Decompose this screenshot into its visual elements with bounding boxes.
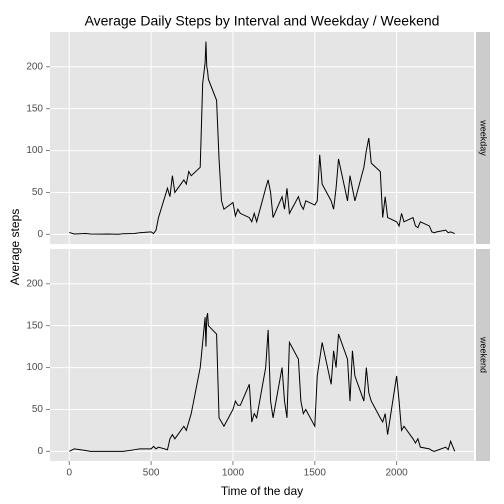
- y-axis-label: Average steps: [8, 209, 22, 286]
- x-tick-label: 500: [143, 468, 160, 479]
- x-tick-label: 2000: [385, 468, 408, 479]
- y-tick-label: 50: [32, 404, 44, 415]
- y-tick-label: 0: [37, 446, 43, 457]
- data-line: [69, 41, 455, 235]
- y-tick-label: 200: [26, 61, 43, 72]
- y-tick-label: 100: [26, 145, 43, 156]
- x-tick-label: 0: [66, 468, 72, 479]
- x-tick-label: 1500: [304, 468, 327, 479]
- facet-strip: [476, 32, 490, 244]
- chart-title: Average Daily Steps by Interval and Week…: [85, 13, 440, 29]
- x-axis-label: Time of the day: [221, 484, 303, 498]
- y-tick-label: 150: [26, 103, 43, 114]
- y-tick-label: 200: [26, 278, 43, 289]
- panel-background: [50, 249, 474, 461]
- facet-strip: [476, 249, 490, 461]
- y-tick-label: 0: [37, 229, 43, 240]
- y-tick-label: 150: [26, 320, 43, 331]
- y-tick-label: 100: [26, 362, 43, 373]
- y-tick-label: 50: [32, 187, 44, 198]
- x-tick-label: 1000: [222, 468, 245, 479]
- panel-background: [50, 32, 474, 244]
- data-line: [69, 313, 456, 452]
- facet-label: weekend: [479, 336, 489, 373]
- facet-label: weekday: [479, 119, 489, 156]
